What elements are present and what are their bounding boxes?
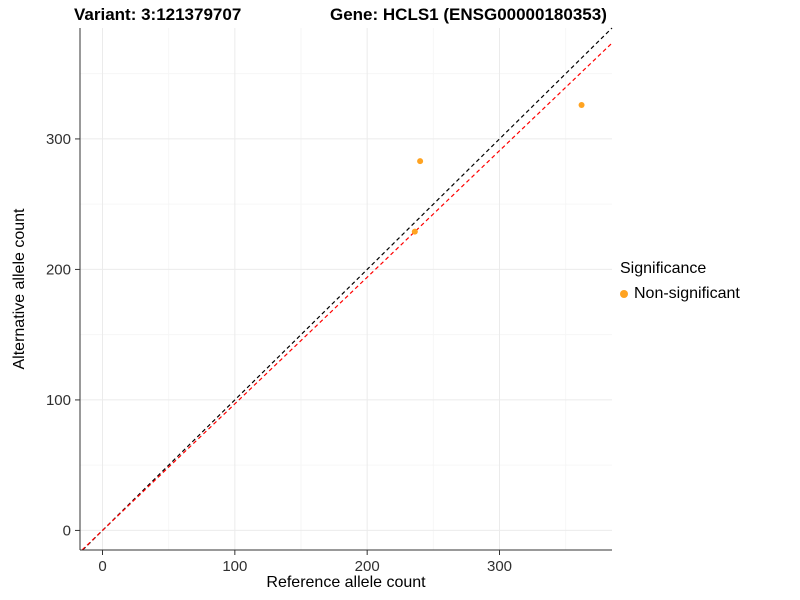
gene-title: Gene: HCLS1 (ENSG00000180353) <box>330 5 607 24</box>
x-tick-label: 100 <box>222 558 247 575</box>
data-point <box>578 101 585 108</box>
x-tick-label: 300 <box>487 558 512 575</box>
y-tick-label: 200 <box>46 261 71 278</box>
legend-item-label: Non-significant <box>634 285 740 302</box>
y-axis-title: Alternative allele count <box>11 208 28 370</box>
data-point <box>411 228 418 235</box>
variant-title: Variant: 3:121379707 <box>74 5 242 24</box>
x-tick-label: 0 <box>98 558 106 575</box>
y-tick-label: 100 <box>46 392 71 409</box>
legend-item-non-significant: Non-significant <box>620 285 740 303</box>
x-axis-title: Reference allele count <box>266 574 426 591</box>
x-tick-label: 200 <box>355 558 380 575</box>
data-point <box>417 158 424 165</box>
fit-line <box>81 42 613 551</box>
legend-title: Significance <box>620 260 707 277</box>
legend: Significance Non-significant <box>620 260 740 303</box>
identity-line <box>82 27 613 551</box>
legend-point-icon <box>620 290 628 298</box>
y-tick-label: 300 <box>46 131 71 148</box>
y-tick-label: 0 <box>63 522 71 539</box>
